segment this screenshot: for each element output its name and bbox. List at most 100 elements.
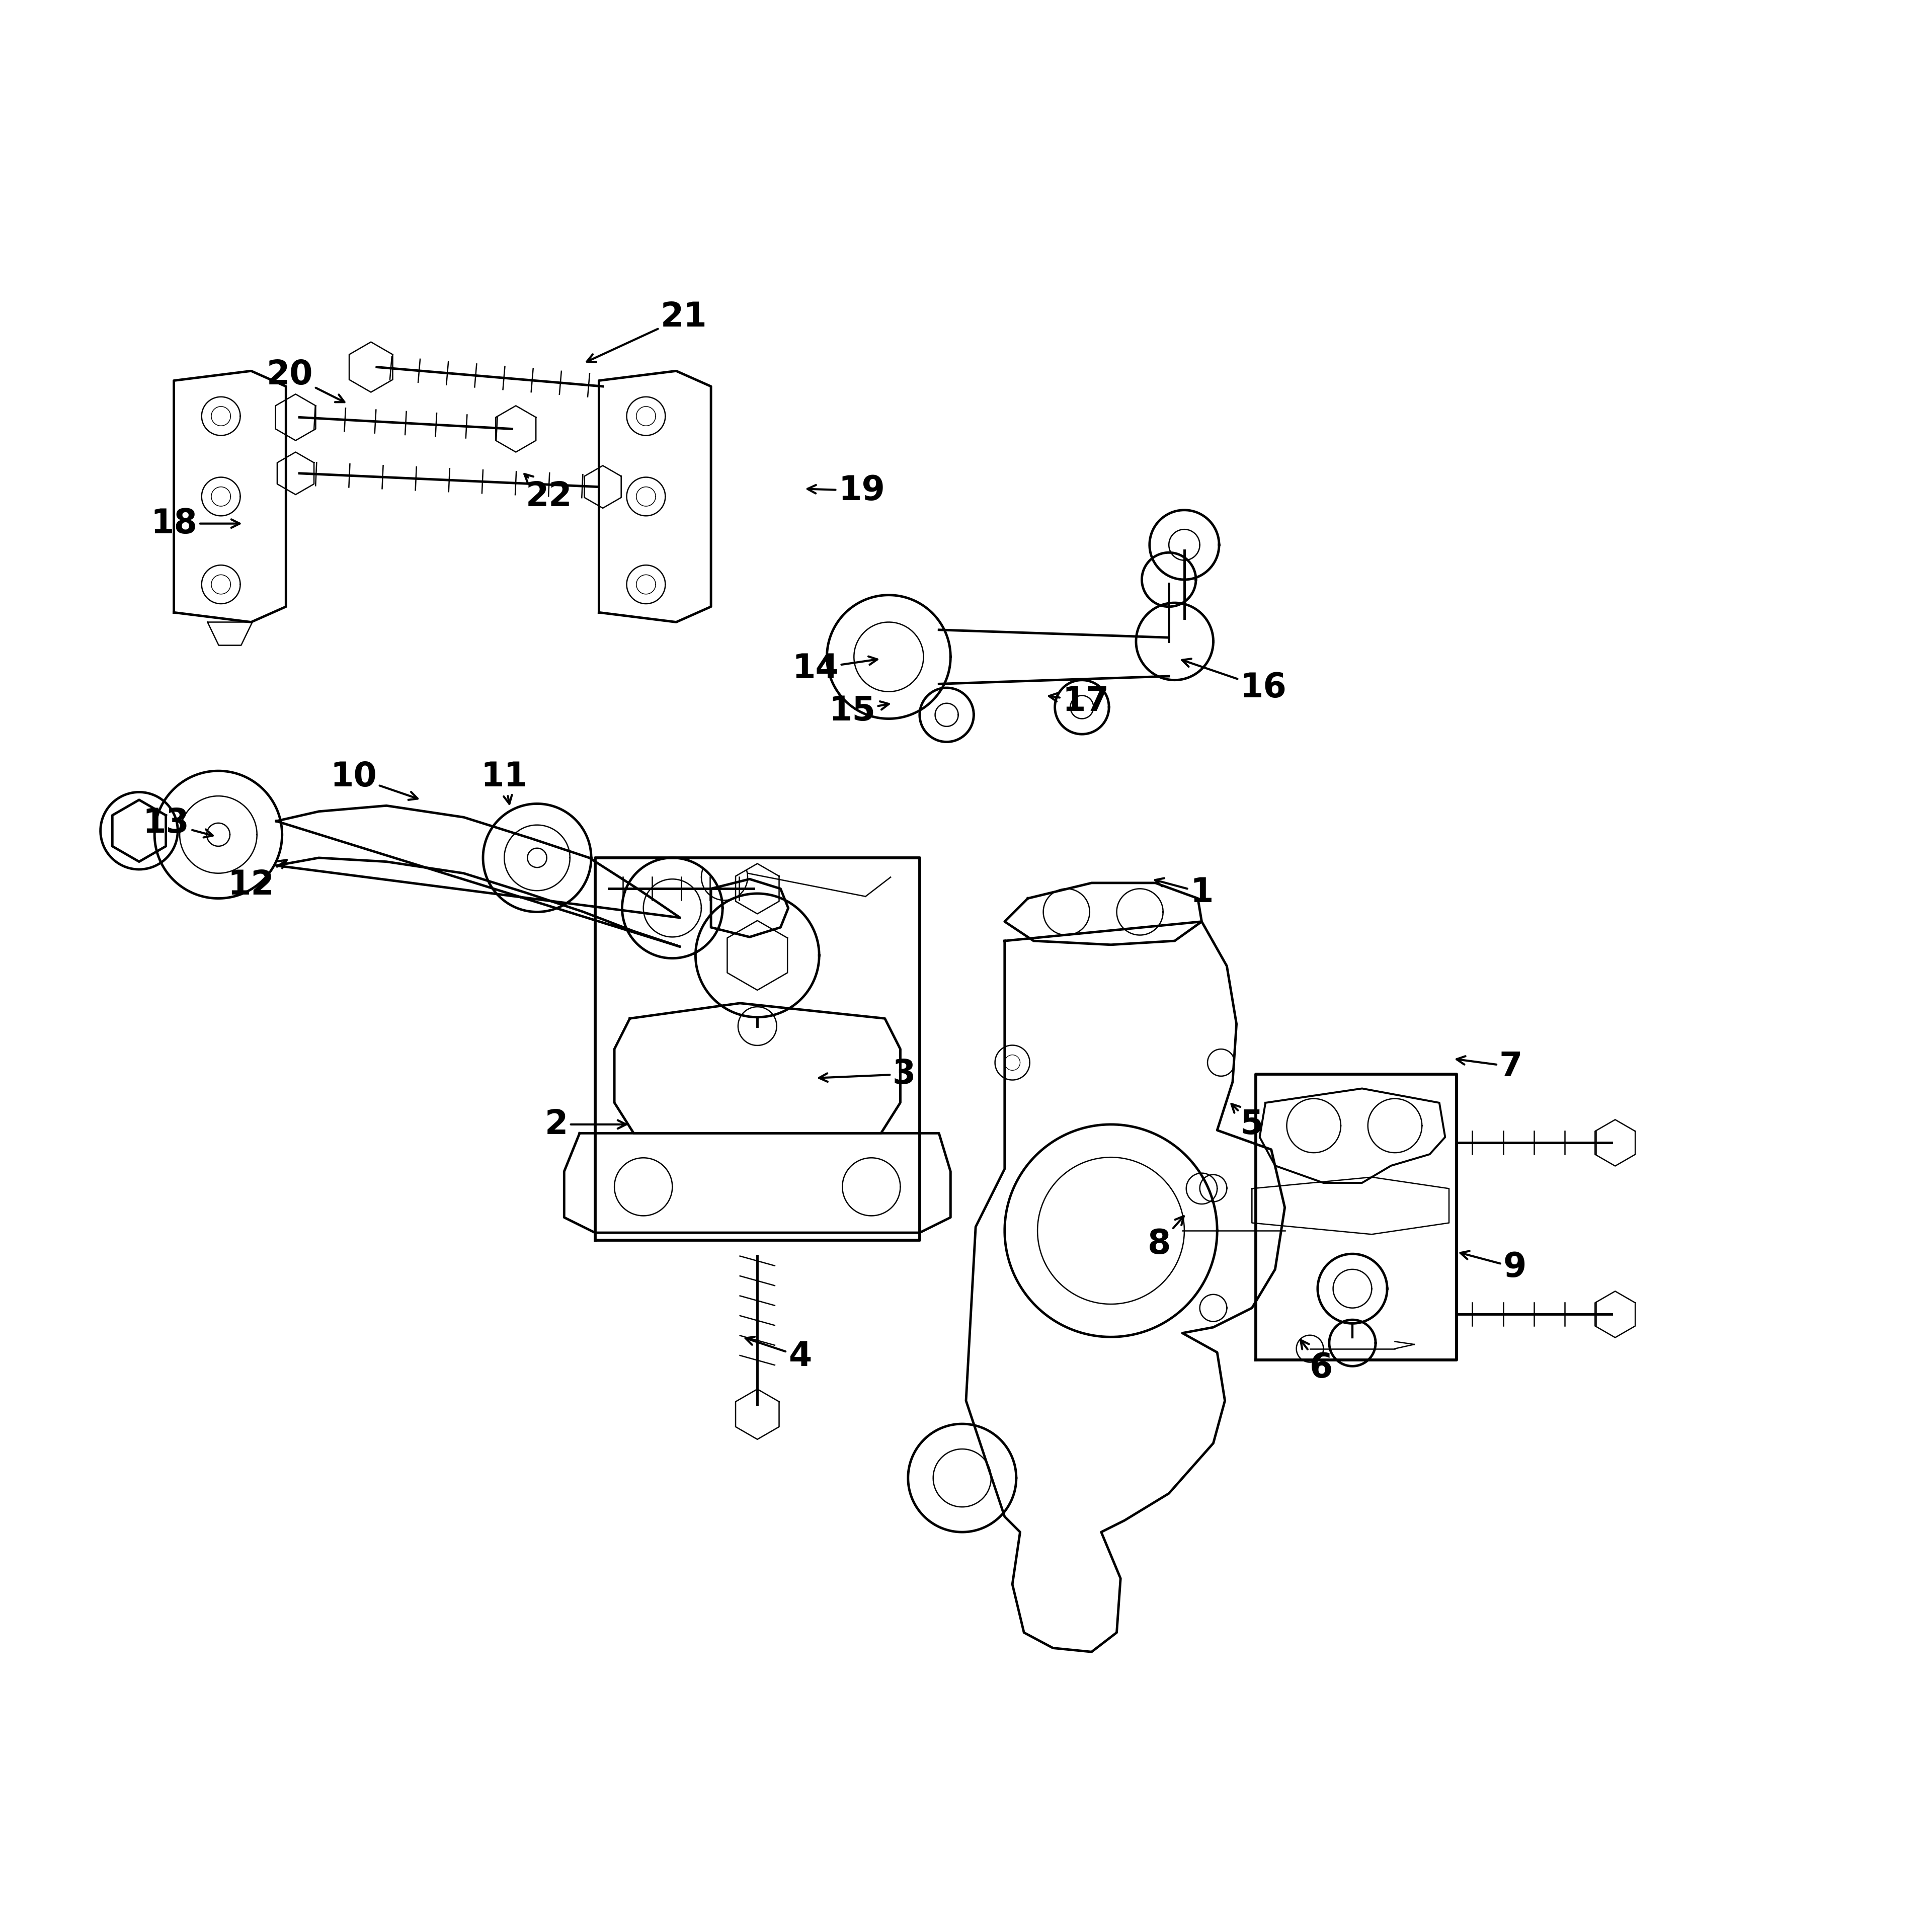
Polygon shape xyxy=(595,858,920,1240)
Text: 12: 12 xyxy=(228,860,286,902)
Polygon shape xyxy=(201,477,240,516)
Text: 10: 10 xyxy=(330,759,417,800)
Polygon shape xyxy=(1037,1157,1184,1304)
Text: 19: 19 xyxy=(808,473,885,508)
Polygon shape xyxy=(1136,603,1213,680)
Polygon shape xyxy=(211,487,230,506)
Text: 2: 2 xyxy=(545,1107,626,1142)
Polygon shape xyxy=(1043,889,1090,935)
Text: 9: 9 xyxy=(1461,1250,1526,1285)
Polygon shape xyxy=(1200,1294,1227,1321)
Polygon shape xyxy=(622,858,723,958)
Polygon shape xyxy=(1117,889,1163,935)
Text: 18: 18 xyxy=(151,506,240,541)
Polygon shape xyxy=(350,342,392,392)
Polygon shape xyxy=(1333,1269,1372,1308)
Polygon shape xyxy=(1596,1291,1634,1337)
Polygon shape xyxy=(842,1157,900,1215)
Polygon shape xyxy=(1055,680,1109,734)
Polygon shape xyxy=(564,1134,951,1233)
Polygon shape xyxy=(636,487,655,506)
Polygon shape xyxy=(211,406,230,425)
Polygon shape xyxy=(995,1045,1030,1080)
Text: 14: 14 xyxy=(792,651,877,686)
Polygon shape xyxy=(1287,1099,1341,1153)
Polygon shape xyxy=(527,848,547,867)
Text: 21: 21 xyxy=(587,299,707,361)
Polygon shape xyxy=(966,922,1285,1652)
Polygon shape xyxy=(1329,1320,1376,1366)
Polygon shape xyxy=(1070,696,1094,719)
Polygon shape xyxy=(180,796,257,873)
Polygon shape xyxy=(1318,1254,1387,1323)
Polygon shape xyxy=(1208,1049,1235,1076)
Polygon shape xyxy=(207,823,230,846)
Polygon shape xyxy=(711,879,788,937)
Text: 5: 5 xyxy=(1231,1103,1264,1142)
Polygon shape xyxy=(636,406,655,425)
Polygon shape xyxy=(1150,510,1219,580)
Polygon shape xyxy=(626,477,665,516)
Text: 13: 13 xyxy=(143,806,213,840)
Polygon shape xyxy=(1142,553,1196,607)
Polygon shape xyxy=(636,576,655,593)
Polygon shape xyxy=(1169,529,1200,560)
Polygon shape xyxy=(1200,1175,1227,1202)
Polygon shape xyxy=(933,1449,991,1507)
Polygon shape xyxy=(908,1424,1016,1532)
Polygon shape xyxy=(935,703,958,726)
Polygon shape xyxy=(736,864,779,914)
Polygon shape xyxy=(1005,1055,1020,1070)
Polygon shape xyxy=(626,396,665,435)
Polygon shape xyxy=(1252,1177,1449,1235)
Polygon shape xyxy=(112,800,166,862)
Polygon shape xyxy=(201,566,240,603)
Polygon shape xyxy=(201,396,240,435)
Polygon shape xyxy=(1186,1173,1217,1204)
Polygon shape xyxy=(155,771,282,898)
Polygon shape xyxy=(614,1157,672,1215)
Text: 1: 1 xyxy=(1155,875,1213,910)
Polygon shape xyxy=(726,920,788,989)
Polygon shape xyxy=(696,893,819,1016)
Polygon shape xyxy=(736,1389,779,1439)
Text: 17: 17 xyxy=(1049,684,1109,719)
Polygon shape xyxy=(626,566,665,603)
Polygon shape xyxy=(854,622,923,692)
Text: 20: 20 xyxy=(267,357,344,402)
Polygon shape xyxy=(211,576,230,593)
Polygon shape xyxy=(920,688,974,742)
Text: 16: 16 xyxy=(1182,659,1287,705)
Polygon shape xyxy=(504,825,570,891)
Polygon shape xyxy=(738,1007,777,1045)
Polygon shape xyxy=(583,466,622,508)
Text: 4: 4 xyxy=(746,1337,811,1374)
Polygon shape xyxy=(483,804,591,912)
Polygon shape xyxy=(1368,1099,1422,1153)
Polygon shape xyxy=(1256,1074,1457,1360)
Text: 22: 22 xyxy=(524,473,572,514)
Polygon shape xyxy=(643,879,701,937)
Text: 3: 3 xyxy=(819,1057,916,1092)
Text: 15: 15 xyxy=(829,694,889,728)
Polygon shape xyxy=(614,1003,900,1134)
Text: 6: 6 xyxy=(1300,1341,1333,1385)
Text: 11: 11 xyxy=(481,759,527,804)
Polygon shape xyxy=(276,806,680,947)
Polygon shape xyxy=(827,595,951,719)
Polygon shape xyxy=(1260,1088,1445,1182)
Polygon shape xyxy=(1596,1121,1634,1167)
Polygon shape xyxy=(276,394,315,440)
Polygon shape xyxy=(939,630,1169,684)
Polygon shape xyxy=(1005,1124,1217,1337)
Polygon shape xyxy=(497,406,535,452)
Polygon shape xyxy=(174,371,286,622)
Polygon shape xyxy=(276,452,315,495)
Polygon shape xyxy=(207,622,253,645)
Polygon shape xyxy=(100,792,178,869)
Polygon shape xyxy=(599,371,711,622)
Polygon shape xyxy=(1296,1335,1323,1362)
Text: 7: 7 xyxy=(1457,1049,1522,1084)
Polygon shape xyxy=(1005,883,1202,945)
Text: 8: 8 xyxy=(1148,1215,1184,1262)
